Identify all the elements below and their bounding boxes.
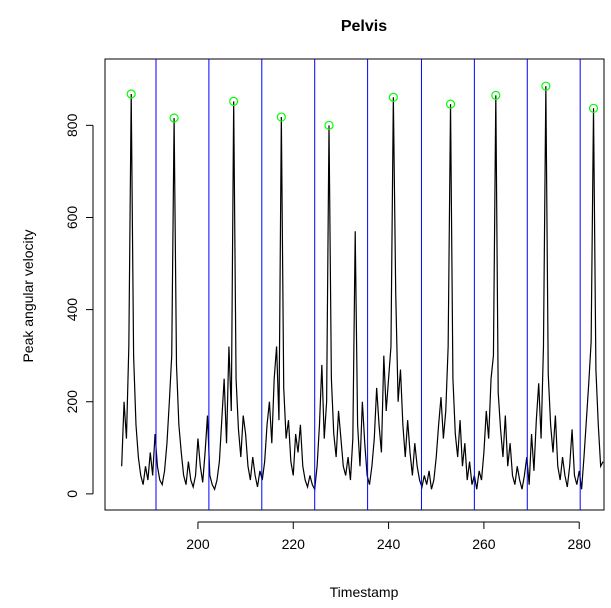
peak-marker xyxy=(491,90,501,100)
y-tick-label: 800 xyxy=(64,113,80,137)
peak-marker xyxy=(276,112,286,122)
y-axis-label: Peak angular velocity xyxy=(20,229,36,362)
y-tick-label: 0 xyxy=(64,490,80,498)
x-tick-label: 240 xyxy=(377,536,401,552)
peak-marker xyxy=(126,89,136,99)
peak-marker xyxy=(588,103,599,113)
peak-marker xyxy=(229,96,239,106)
chart-title: Pelvis xyxy=(341,18,387,35)
x-tick-label: 260 xyxy=(472,536,496,552)
signal-line xyxy=(121,86,604,492)
peak-marker xyxy=(445,99,456,109)
y-tick-label: 400 xyxy=(64,298,80,322)
peak-marker xyxy=(324,120,334,130)
x-tick-label: 200 xyxy=(186,536,210,552)
x-axis-label: Timestamp xyxy=(330,584,399,600)
x-tick-label: 280 xyxy=(568,536,592,552)
peak-marker xyxy=(169,113,179,123)
peak-marker xyxy=(541,81,551,91)
peak-marker xyxy=(388,92,398,102)
y-tick-label: 600 xyxy=(64,206,80,230)
plot-box xyxy=(104,58,605,511)
y-tick-label: 200 xyxy=(64,390,80,414)
x-tick-label: 220 xyxy=(282,536,306,552)
